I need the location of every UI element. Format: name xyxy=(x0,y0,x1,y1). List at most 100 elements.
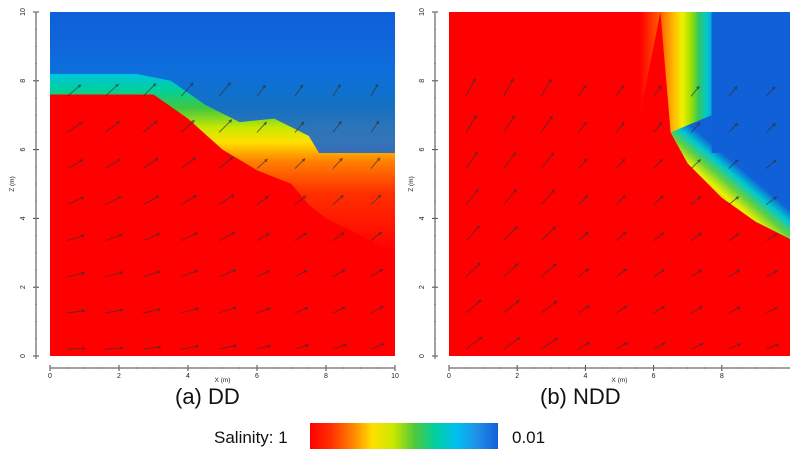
velocity-arrow xyxy=(503,188,517,205)
velocity-arrow xyxy=(105,196,122,206)
x-tick-label: 8 xyxy=(324,373,328,380)
velocity-arrow xyxy=(765,343,779,350)
freshwater-region xyxy=(50,12,395,154)
velocity-arrow xyxy=(653,342,666,350)
x-tick-label: 6 xyxy=(255,373,259,380)
velocity-arrow xyxy=(653,305,666,314)
velocity-arrow xyxy=(765,196,778,206)
velocity-arrow xyxy=(218,269,237,278)
y-tick-label: 8 xyxy=(20,79,27,83)
velocity-arrow xyxy=(218,156,234,169)
velocity-arrow xyxy=(294,84,304,97)
x-tick-label: 2 xyxy=(515,373,519,380)
velocity-vectors xyxy=(465,78,779,350)
velocity-arrow xyxy=(465,299,482,314)
velocity-arrow xyxy=(332,157,343,169)
velocity-arrow xyxy=(370,268,384,278)
x-axis-label: X (m) xyxy=(215,377,231,384)
velocity-arrow xyxy=(465,78,476,97)
velocity-arrow xyxy=(142,195,160,206)
velocity-arrow xyxy=(653,195,664,205)
velocity-arrow xyxy=(180,82,194,97)
panel-b-ndd: 0 2 4 6 8 10 0 2 4 6 8 X (m) Z (m) xyxy=(408,8,790,384)
caption-panel-b: (b) NDD xyxy=(540,384,621,409)
velocity-arrow xyxy=(728,269,741,278)
velocity-arrow xyxy=(67,346,86,351)
velocity-arrow xyxy=(690,306,703,314)
velocity-arrow xyxy=(690,232,703,242)
velocity-arrow xyxy=(67,271,86,278)
velocity-arrow xyxy=(540,152,554,169)
velocity-arrow xyxy=(653,269,665,278)
velocity-arrow xyxy=(690,122,701,133)
velocity-arrow xyxy=(218,306,237,314)
velocity-arrow xyxy=(142,158,159,169)
velocity-arrow xyxy=(180,232,198,242)
velocity-arrow xyxy=(143,307,162,314)
y-tick-label: 0 xyxy=(419,354,426,358)
velocity-arrow xyxy=(615,195,626,205)
velocity-arrow xyxy=(294,121,305,133)
y-tick-label: 4 xyxy=(20,216,27,220)
velocity-arrow xyxy=(294,344,309,350)
velocity-arrow xyxy=(503,262,519,278)
velocity-arrow xyxy=(578,268,590,278)
velocity-arrow xyxy=(256,307,271,314)
velocity-arrow xyxy=(728,86,738,97)
velocity-arrow xyxy=(540,115,553,133)
velocity-arrow xyxy=(294,307,309,314)
velocity-arrow xyxy=(66,121,83,133)
velocity-arrow xyxy=(690,195,702,205)
y-tick-label: 6 xyxy=(419,148,426,152)
velocity-arrow xyxy=(332,343,347,350)
velocity-arrow xyxy=(690,85,700,97)
y-tick-label: 8 xyxy=(419,79,426,83)
velocity-arrow xyxy=(465,225,480,242)
x-tick-label: 4 xyxy=(583,373,587,380)
velocity-arrow xyxy=(615,85,624,97)
y-tick-label: 4 xyxy=(419,216,426,220)
colorbar xyxy=(310,423,498,449)
velocity-arrow xyxy=(690,159,701,169)
caption-panel-a: (a) DD xyxy=(175,384,240,409)
x-tick-label: 8 xyxy=(720,373,724,380)
y-tick-label: 10 xyxy=(419,8,426,16)
velocity-arrow xyxy=(578,305,590,314)
velocity-arrow xyxy=(105,271,124,278)
velocity-arrow xyxy=(105,308,124,314)
velocity-arrow xyxy=(503,152,516,169)
velocity-arrow xyxy=(690,343,704,350)
velocity-arrow xyxy=(540,189,555,205)
velocity-arrow xyxy=(578,84,587,97)
x-tick-label: 10 xyxy=(391,373,399,380)
velocity-arrow xyxy=(104,121,121,133)
velocity-arrow xyxy=(615,158,626,169)
velocity-arrow xyxy=(256,270,271,278)
velocity-arrow xyxy=(294,158,306,169)
velocity-arrow xyxy=(256,84,266,97)
velocity-arrow xyxy=(218,231,236,242)
velocity-arrow xyxy=(143,270,161,278)
velocity-arrow xyxy=(67,309,86,314)
velocity-arrow xyxy=(765,233,778,242)
velocity-arrow xyxy=(540,300,558,314)
velocity-arrow xyxy=(294,269,308,278)
velocity-arrow xyxy=(370,194,382,205)
velocity-arrow xyxy=(104,83,119,97)
velocity-arrow xyxy=(465,188,479,205)
x-tick-label: 6 xyxy=(652,373,656,380)
velocity-arrow xyxy=(615,305,628,314)
velocity-arrow xyxy=(180,119,195,133)
velocity-arrow xyxy=(142,83,157,97)
velocity-arrow xyxy=(370,83,379,97)
velocity-arrow xyxy=(66,84,82,97)
velocity-arrow xyxy=(540,337,559,350)
mixing-zone-lower xyxy=(670,115,790,240)
velocity-arrow xyxy=(503,225,518,242)
y-axis-label: Z (m) xyxy=(408,176,415,192)
velocity-arrow xyxy=(67,159,84,169)
velocity-arrow xyxy=(465,262,481,278)
velocity-arrow xyxy=(104,158,122,169)
velocity-arrow xyxy=(370,231,383,242)
